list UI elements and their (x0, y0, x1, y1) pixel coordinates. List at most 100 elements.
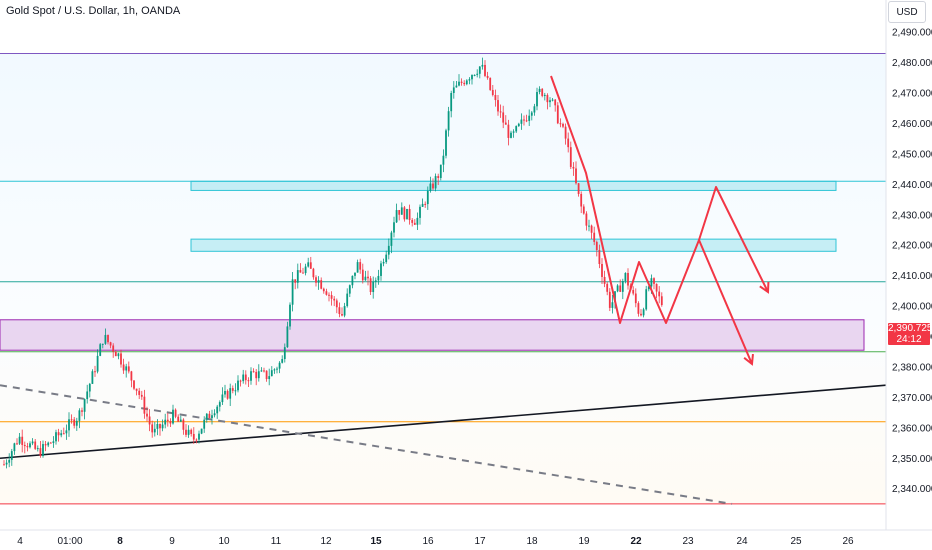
candle-body (44, 444, 47, 446)
candle-body (57, 432, 60, 436)
candle-body (595, 241, 598, 251)
candle-body (268, 376, 271, 380)
candle-body (621, 280, 624, 292)
x-tick-label: 19 (578, 536, 590, 547)
candle-body (68, 419, 70, 431)
zones-layer (0, 53, 886, 504)
candle-body (255, 371, 258, 379)
candle-body (47, 442, 50, 446)
candle-body (109, 342, 112, 346)
candle-body (473, 74, 476, 76)
candle-body (247, 380, 250, 382)
candle-body (346, 293, 349, 307)
candle-body (229, 388, 232, 399)
candle-body (585, 213, 588, 226)
candle-body (16, 443, 18, 445)
candle-body (234, 390, 237, 392)
candle-body (385, 254, 388, 263)
candle-body (569, 147, 572, 167)
candle-body (460, 81, 463, 83)
candle-body (653, 278, 655, 284)
candle-body (200, 428, 203, 434)
candle-body (491, 89, 494, 95)
candle-body (192, 433, 195, 440)
candle-body (445, 130, 447, 156)
candle-body (328, 294, 330, 296)
candle-body (216, 406, 219, 414)
candle-body (179, 419, 182, 422)
candle-body (42, 444, 44, 456)
candle-body (3, 464, 5, 466)
candle-body (320, 280, 323, 289)
candle-body (330, 295, 333, 299)
candle-body (536, 92, 538, 107)
candle-body (257, 371, 260, 379)
candle-body (338, 307, 341, 315)
candle-body (299, 270, 302, 273)
y-tick-label: 2,460.000 (892, 119, 932, 130)
candle-body (94, 371, 96, 373)
candle-body (627, 272, 629, 286)
candle-body (361, 269, 364, 281)
current-price-badge: 2,390.725 24:12 (888, 323, 932, 345)
candle-body (159, 423, 161, 429)
candle-body (73, 419, 76, 426)
candle-body (512, 131, 515, 133)
candle-body (185, 429, 187, 435)
candle-body (104, 334, 107, 344)
candle-body (239, 380, 242, 382)
price-axis: 2,340.000 2,350.000 2,360.000 2,370.000 2,38… (892, 28, 932, 496)
candle-body (499, 111, 502, 113)
y-tick-label: 2,450.000 (892, 149, 932, 160)
candle-body (166, 419, 169, 422)
candle-body (294, 279, 297, 283)
candle-body (107, 334, 109, 343)
candle-body (130, 371, 133, 381)
candle-body (603, 276, 606, 284)
candle-body (114, 351, 117, 357)
candle-body (182, 419, 185, 430)
candle-body (372, 281, 375, 293)
candle-body (650, 278, 653, 287)
candles-layer (3, 57, 663, 469)
candle-body (634, 293, 637, 304)
candle-body (393, 222, 395, 233)
candle-body (18, 436, 21, 444)
y-tick-label: 2,430.000 (892, 210, 932, 221)
candle-body (367, 276, 369, 279)
candle-body (23, 444, 26, 447)
candle-body (567, 138, 570, 148)
y-tick-label: 2,400.000 (892, 302, 932, 313)
zone-upper-resistance (190, 180, 837, 191)
x-tick-label: 12 (320, 536, 332, 547)
candle-body (224, 390, 226, 395)
candle-body (36, 448, 39, 450)
candle-body (133, 380, 135, 389)
candle-body (481, 64, 484, 67)
candle-body (60, 433, 63, 436)
candle-body (660, 296, 663, 306)
candle-body (556, 105, 559, 124)
candle-body (484, 64, 486, 76)
y-tick-label: 2,420.000 (892, 241, 932, 252)
candle-body (231, 388, 234, 391)
currency-button[interactable]: USD (888, 1, 926, 23)
candle-body (291, 279, 294, 305)
x-tick-label: 15 (370, 536, 382, 547)
candle-body (588, 225, 590, 227)
zone-support (0, 319, 865, 351)
candle-body (252, 371, 255, 373)
candle-body (486, 75, 489, 78)
candle-body (198, 433, 200, 440)
candle-body (382, 262, 385, 264)
candle-body (286, 326, 289, 348)
candle-body (211, 415, 213, 419)
candle-body (135, 388, 138, 391)
candle-body (333, 298, 336, 301)
candle-body (504, 122, 507, 125)
x-tick-label: 16 (422, 536, 434, 547)
candle-body (356, 262, 359, 273)
candle-body (75, 420, 78, 426)
support-trendline (0, 384, 887, 460)
